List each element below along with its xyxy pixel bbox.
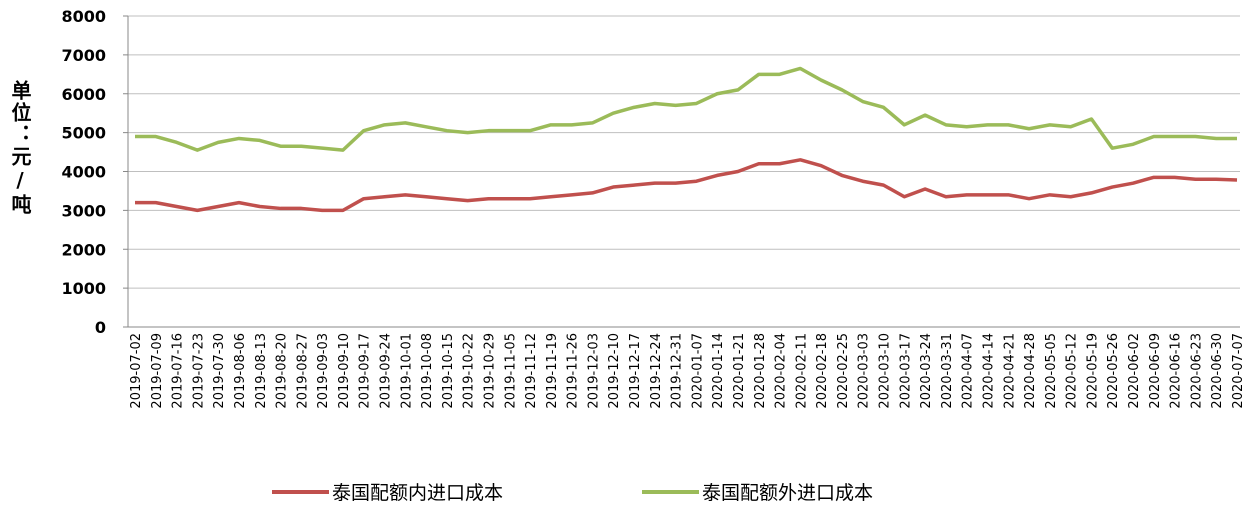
x-tick-label: 2019-12-31	[670, 333, 685, 409]
y-tick-label: 1000	[61, 279, 106, 298]
x-tick-label: 2019-07-30	[212, 333, 227, 409]
x-tick-label: 2019-11-26	[566, 333, 581, 409]
x-tick-label: 2020-03-17	[898, 333, 913, 409]
y-tick-label: 2000	[61, 240, 106, 259]
x-tick-label: 2019-10-01	[399, 333, 414, 409]
x-tick-label: 2019-08-27	[295, 333, 310, 409]
x-tick-label: 2020-03-24	[919, 333, 934, 409]
x-tick-label: 2020-05-26	[1106, 333, 1121, 409]
x-tick-label: 2019-11-05	[503, 333, 518, 409]
x-tick-label: 2020-04-07	[961, 333, 976, 409]
x-tick-label: 2019-12-24	[649, 333, 664, 409]
x-tick-label: 2020-02-11	[794, 333, 809, 409]
x-tick-label: 2020-02-25	[836, 333, 851, 409]
x-tick-label: 2019-12-03	[586, 333, 601, 409]
x-tick-label: 2020-03-03	[857, 333, 872, 409]
x-tick-label: 2019-08-13	[254, 333, 269, 409]
x-tick-label: 2019-10-08	[420, 333, 435, 409]
x-tick-label: 2020-04-14	[981, 333, 996, 409]
y-tick-label: 4000	[61, 163, 106, 182]
x-tick-label: 2019-10-22	[462, 333, 477, 409]
y-tick-label: 3000	[61, 201, 106, 220]
x-tick-label: 2019-07-16	[171, 333, 186, 409]
x-tick-label: 2020-05-12	[1065, 333, 1080, 409]
x-tick-label: 2019-09-17	[358, 333, 373, 409]
x-tick-label: 2020-01-07	[690, 333, 705, 409]
x-tick-label: 2020-06-02	[1127, 333, 1142, 409]
series-line	[135, 158, 1238, 213]
x-tick-label: 2019-09-24	[379, 333, 394, 409]
x-tick-label: 2020-01-28	[753, 333, 768, 409]
y-tick-label: 8000	[61, 7, 106, 26]
legend-label: 泰国配额外进口成本	[702, 482, 873, 504]
x-tick-label: 2020-06-09	[1148, 333, 1163, 409]
x-tick-label: 2020-04-21	[1002, 333, 1017, 409]
x-tick-label: 2020-05-05	[1044, 333, 1059, 409]
x-tick-label: 2019-07-02	[129, 333, 144, 409]
x-tick-label: 2020-02-18	[815, 333, 830, 409]
x-tick-label: 2019-09-03	[316, 333, 331, 409]
x-tick-label: 2020-02-04	[774, 333, 789, 409]
x-tick-label: 2019-11-19	[545, 333, 560, 409]
x-tick-label: 2020-06-23	[1189, 333, 1204, 409]
y-tick-label: 5000	[61, 124, 106, 143]
x-tick-label: 2019-12-17	[628, 333, 643, 409]
x-tick-label: 2019-07-23	[191, 333, 206, 409]
y-tick-label: 0	[95, 318, 106, 337]
x-tick-label: 2020-03-10	[878, 333, 893, 409]
x-tick-label: 2019-12-10	[607, 333, 622, 409]
x-tick-label: 2019-07-09	[150, 333, 165, 409]
y-tick-label: 7000	[61, 46, 106, 65]
x-tick-label: 2020-07-07	[1231, 333, 1246, 409]
x-tick-label: 2019-08-20	[275, 333, 290, 409]
x-tick-label: 2019-09-10	[337, 333, 352, 409]
series-line	[135, 66, 1237, 152]
x-tick-label: 2020-03-31	[940, 333, 955, 409]
y-tick-label: 6000	[61, 85, 106, 104]
x-tick-label: 2020-04-28	[1023, 333, 1038, 409]
x-tick-label: 2020-05-19	[1085, 333, 1100, 409]
legend-label: 泰国配额内进口成本	[332, 482, 503, 504]
x-tick-label: 2019-11-12	[524, 333, 539, 409]
x-tick-label: 2019-08-06	[233, 333, 248, 409]
x-tick-label: 2019-10-15	[441, 333, 456, 409]
x-tick-label: 2020-06-16	[1169, 333, 1184, 409]
x-tick-label: 2020-01-14	[711, 333, 726, 409]
x-tick-label: 2019-10-29	[482, 333, 497, 409]
x-tick-label: 2020-01-21	[732, 333, 747, 409]
x-tick-label: 2020-06-30	[1210, 333, 1225, 409]
y-axis-label: 单位：元/吨	[8, 80, 32, 216]
